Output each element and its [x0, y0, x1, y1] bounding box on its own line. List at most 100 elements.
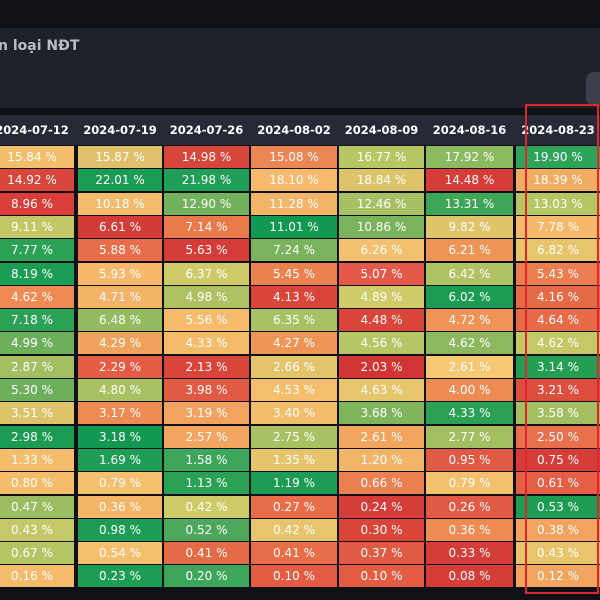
table-cell: 19.90 % [516, 146, 600, 168]
panel-title: n loại NĐT [0, 38, 80, 54]
table-cell: 11.28 % [251, 192, 337, 215]
table-cell: 6.35 % [251, 309, 337, 332]
table-cell: 13.03 % [516, 192, 600, 215]
table-cell: 4.56 % [339, 332, 424, 355]
table-cell: 0.43 % [516, 542, 600, 565]
column-header[interactable]: 2024-08-09 [344, 123, 419, 137]
table-cell: 0.52 % [164, 518, 249, 541]
table-cell: 0.20 % [164, 565, 249, 588]
table-cell: 12.46 % [339, 192, 424, 215]
table-cell: 4.48 % [339, 309, 424, 332]
table-cell: 0.54 % [78, 542, 162, 565]
table-cell: 9.11 % [0, 215, 74, 238]
table-cell: 2.03 % [339, 355, 424, 378]
table-cell: 5.93 % [78, 262, 162, 285]
table-cell: 0.33 % [426, 542, 513, 565]
table-cell: 3.21 % [516, 379, 600, 401]
table-cell: 10.18 % [78, 192, 162, 215]
table-cell: 0.95 % [426, 448, 513, 471]
table-cell: 16.77 % [339, 146, 424, 168]
table-cell: 17.92 % [426, 146, 513, 168]
table-cell: 0.36 % [78, 495, 162, 518]
table-cell: 2.66 % [251, 355, 337, 378]
table-cell: 18.84 % [339, 169, 424, 192]
column-header[interactable]: 2024-07-26 [169, 123, 244, 137]
column-header[interactable]: 2024-07-19 [83, 123, 157, 137]
table-cell: 5.88 % [78, 239, 162, 262]
table-cell: 2.50 % [516, 425, 600, 448]
table-cell: 6.42 % [426, 262, 513, 285]
table-cell: 6.82 % [516, 239, 600, 262]
table-cell: 2.61 % [339, 425, 424, 448]
table-cell: 0.37 % [339, 542, 424, 565]
table-cell: 3.40 % [251, 402, 337, 425]
table-cell: 14.48 % [426, 169, 513, 192]
table-cell: 21.98 % [164, 169, 249, 192]
table-cell: 4.62 % [426, 332, 513, 355]
table-cell: 0.43 % [0, 518, 74, 541]
table-cell: 4.80 % [78, 379, 162, 401]
table-cell: 0.80 % [0, 472, 74, 495]
table-cell: 7.14 % [164, 215, 249, 238]
table-cell: 1.19 % [251, 472, 337, 495]
column-header[interactable]: 2024-08-23 [521, 123, 595, 137]
table-cell: 7.78 % [516, 215, 600, 238]
table-cell: 18.39 % [516, 169, 600, 192]
table-cell: 4.99 % [0, 332, 74, 355]
table-cell: 4.63 % [339, 379, 424, 401]
table-cell: 3.17 % [78, 402, 162, 425]
table-cell: 0.79 % [78, 472, 162, 495]
table-cell: 3.14 % [516, 355, 600, 378]
table-cell: 4.64 % [516, 309, 600, 332]
table-cell: 9.82 % [426, 215, 513, 238]
table-cell: 0.47 % [0, 495, 74, 518]
table-cell: 0.67 % [0, 542, 74, 565]
table-cell: 6.61 % [78, 215, 162, 238]
table-cell: 4.72 % [426, 309, 513, 332]
table-cell: 0.16 % [0, 565, 74, 588]
table-cell: 2.87 % [0, 355, 74, 378]
table-cell: 0.10 % [339, 565, 424, 588]
table-cell: 5.56 % [164, 309, 249, 332]
table-cell: 5.63 % [164, 239, 249, 262]
column-header[interactable]: 2024-08-02 [257, 123, 331, 137]
table-cell: 15.08 % [251, 146, 337, 168]
table-cell: 7.18 % [0, 309, 74, 332]
table-cell: 15.84 % [0, 146, 74, 168]
table-cell: 0.42 % [251, 518, 337, 541]
table-cell: 5.07 % [339, 262, 424, 285]
table-cell: 7.24 % [251, 239, 337, 262]
table-cell: 3.19 % [164, 402, 249, 425]
table-cell: 0.38 % [516, 518, 600, 541]
table-cell: 0.41 % [164, 542, 249, 565]
table-cell: 6.02 % [426, 285, 513, 308]
table-cell: 22.01 % [78, 169, 162, 192]
table-cell: 2.98 % [0, 425, 74, 448]
table-cell: 10.86 % [339, 215, 424, 238]
table-cell: 0.61 % [516, 472, 600, 495]
table-cell: 3.58 % [516, 402, 600, 425]
table-cell: 13.31 % [426, 192, 513, 215]
table-cell: 5.30 % [0, 379, 74, 401]
table-cell: 0.23 % [78, 565, 162, 588]
table-cell: 4.62 % [0, 285, 74, 308]
table-cell: 8.19 % [0, 262, 74, 285]
table-cell: 0.27 % [251, 495, 337, 518]
table-cell: 1.35 % [251, 448, 337, 471]
table-cell: 4.16 % [516, 285, 600, 308]
table-cell: 0.08 % [426, 565, 513, 588]
table-header: 2024-07-12 2024-07-19 2024-07-26 2024-08-02… [0, 115, 600, 145]
table-cell: 0.66 % [339, 472, 424, 495]
table-cell: 4.27 % [251, 332, 337, 355]
column-header[interactable]: 2024-07-12 [0, 123, 69, 137]
table-cell: 4.33 % [164, 332, 249, 355]
table-cell: 3.98 % [164, 379, 249, 401]
table-cell: 0.36 % [426, 518, 513, 541]
table-cell: 0.26 % [426, 495, 513, 518]
table-cell: 1.69 % [78, 448, 162, 471]
column-header[interactable]: 2024-08-16 [432, 123, 507, 137]
side-tab[interactable] [586, 72, 600, 106]
table-cell: 2.61 % [426, 355, 513, 378]
table-cell: 18.10 % [251, 169, 337, 192]
